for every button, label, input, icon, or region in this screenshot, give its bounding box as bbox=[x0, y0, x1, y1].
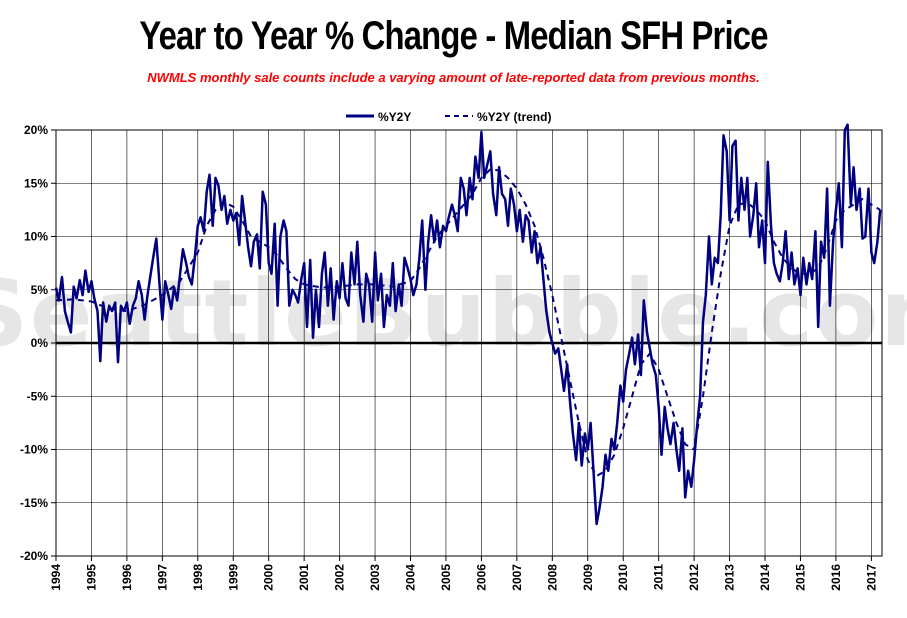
x-axis-tick-labels: 1994 1995 1996 1997 1998 1999 2000 2001 2002 2003… bbox=[49, 564, 878, 591]
series-line-y2y bbox=[54, 123, 882, 526]
legend-label-series-2: %Y2Y (trend) bbox=[477, 110, 551, 124]
x-tick-label: 1995 bbox=[84, 564, 98, 591]
x-tick-label: 2010 bbox=[616, 564, 630, 591]
y-tick-label: -15% bbox=[20, 496, 48, 510]
x-tick-label: 2001 bbox=[297, 564, 311, 591]
y-tick-label: -20% bbox=[20, 549, 48, 563]
x-tick-label: 1996 bbox=[120, 564, 134, 591]
y-tick-label: -10% bbox=[20, 443, 48, 457]
legend-label-series-1: %Y2Y bbox=[378, 110, 411, 124]
y-tick-label: 0% bbox=[31, 336, 49, 350]
x-tick-label: 2012 bbox=[687, 564, 701, 591]
x-tick-label: 2017 bbox=[864, 564, 878, 591]
chart-title: Year to Year % Change - Median SFH Price bbox=[139, 14, 768, 58]
x-tick-label: 2016 bbox=[829, 564, 843, 591]
y-tick-label: -5% bbox=[27, 389, 49, 403]
x-tick-label: 2007 bbox=[510, 564, 524, 591]
x-tick-label: 1994 bbox=[49, 564, 63, 591]
x-tick-label: 2004 bbox=[404, 564, 418, 591]
y-tick-label: 10% bbox=[24, 230, 48, 244]
y-tick-label: 15% bbox=[24, 176, 48, 190]
y-tick-label: 5% bbox=[31, 283, 49, 297]
x-tick-label: 2015 bbox=[793, 564, 807, 591]
x-tick-label: 1998 bbox=[191, 564, 205, 591]
chart-subtitle: NWMLS monthly sale counts include a vary… bbox=[147, 70, 760, 85]
x-tick-label: 2014 bbox=[758, 564, 772, 591]
x-tick-label: 2008 bbox=[545, 564, 559, 591]
y-axis-tick-labels: -20% -15% -10% -5% 0% 5% 10% 15% 20% bbox=[20, 123, 48, 563]
legend: %Y2Y %Y2Y (trend) bbox=[346, 110, 551, 124]
x-tick-label: 1999 bbox=[226, 564, 240, 591]
x-tick-label: 1997 bbox=[155, 564, 169, 591]
x-tick-label: 2005 bbox=[439, 564, 453, 591]
plot-area-frame bbox=[55, 129, 883, 557]
x-tick-label: 2009 bbox=[581, 564, 595, 591]
x-tick-label: 2006 bbox=[474, 564, 488, 591]
series-line-trend bbox=[55, 168, 881, 478]
x-tick-label: 2011 bbox=[652, 564, 666, 590]
x-tick-label: 2002 bbox=[333, 564, 347, 591]
y-tick-label: 20% bbox=[24, 123, 48, 137]
x-tick-label: 2013 bbox=[723, 564, 737, 591]
x-tick-label: 2000 bbox=[262, 564, 276, 591]
x-tick-label: 2003 bbox=[368, 564, 382, 591]
watermark: SeattleBubble.com bbox=[0, 260, 907, 367]
